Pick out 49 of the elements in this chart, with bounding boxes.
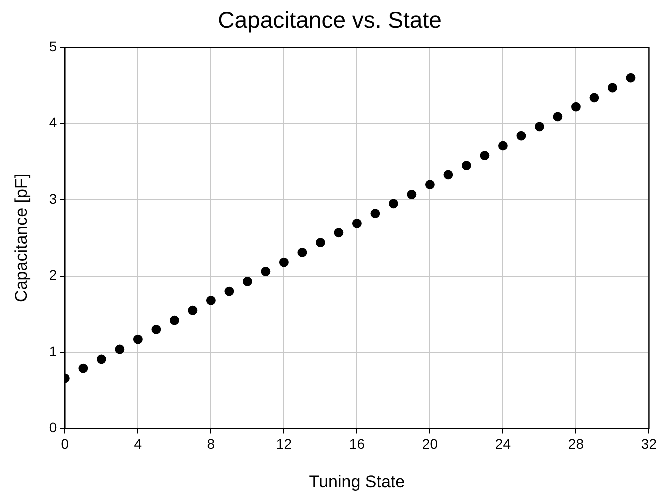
point <box>279 258 289 268</box>
point <box>389 199 398 209</box>
point <box>572 102 581 112</box>
point <box>462 161 472 170</box>
y-tick-label: 2 <box>49 267 58 284</box>
point <box>78 364 88 374</box>
x-tick-label: 0 <box>61 436 70 452</box>
x-tick-label: 12 <box>276 436 292 452</box>
point <box>516 131 526 141</box>
point <box>133 334 143 344</box>
x-tick-label: 4 <box>134 436 142 452</box>
point <box>498 141 508 151</box>
y-axis-title: Capacitance [pF] <box>12 174 31 302</box>
point <box>626 73 636 83</box>
point <box>298 248 308 258</box>
y-tick-label: 5 <box>49 38 58 54</box>
point <box>316 238 326 248</box>
point <box>444 170 454 180</box>
y-tick-label: 1 <box>49 343 58 360</box>
x-axis-title: Tuning State <box>309 472 406 492</box>
x-tick-label: 20 <box>422 436 438 452</box>
point <box>370 209 380 219</box>
chart-title: Capacitance vs. State <box>218 7 442 34</box>
point <box>224 286 234 296</box>
point <box>242 276 252 286</box>
point <box>96 354 106 364</box>
x-tick-label: 28 <box>568 436 584 452</box>
point <box>407 190 417 200</box>
y-tick-label: 0 <box>49 420 58 436</box>
point <box>188 306 198 316</box>
point <box>535 122 544 132</box>
point <box>590 93 600 103</box>
x-tick-label: 16 <box>349 436 366 452</box>
point <box>261 267 271 276</box>
point <box>426 180 435 190</box>
point <box>553 112 563 122</box>
y-tick-label: 4 <box>49 114 58 131</box>
point <box>608 83 618 93</box>
y-tick-label: 3 <box>49 190 58 207</box>
x-tick-label: 24 <box>495 436 512 452</box>
point <box>170 316 180 326</box>
point <box>152 324 162 334</box>
point <box>480 151 490 161</box>
point <box>115 344 125 354</box>
x-tick-label: 8 <box>207 436 216 452</box>
x-tick-label: 32 <box>641 436 658 452</box>
point <box>352 219 362 228</box>
point <box>206 296 216 306</box>
point <box>334 228 344 238</box>
